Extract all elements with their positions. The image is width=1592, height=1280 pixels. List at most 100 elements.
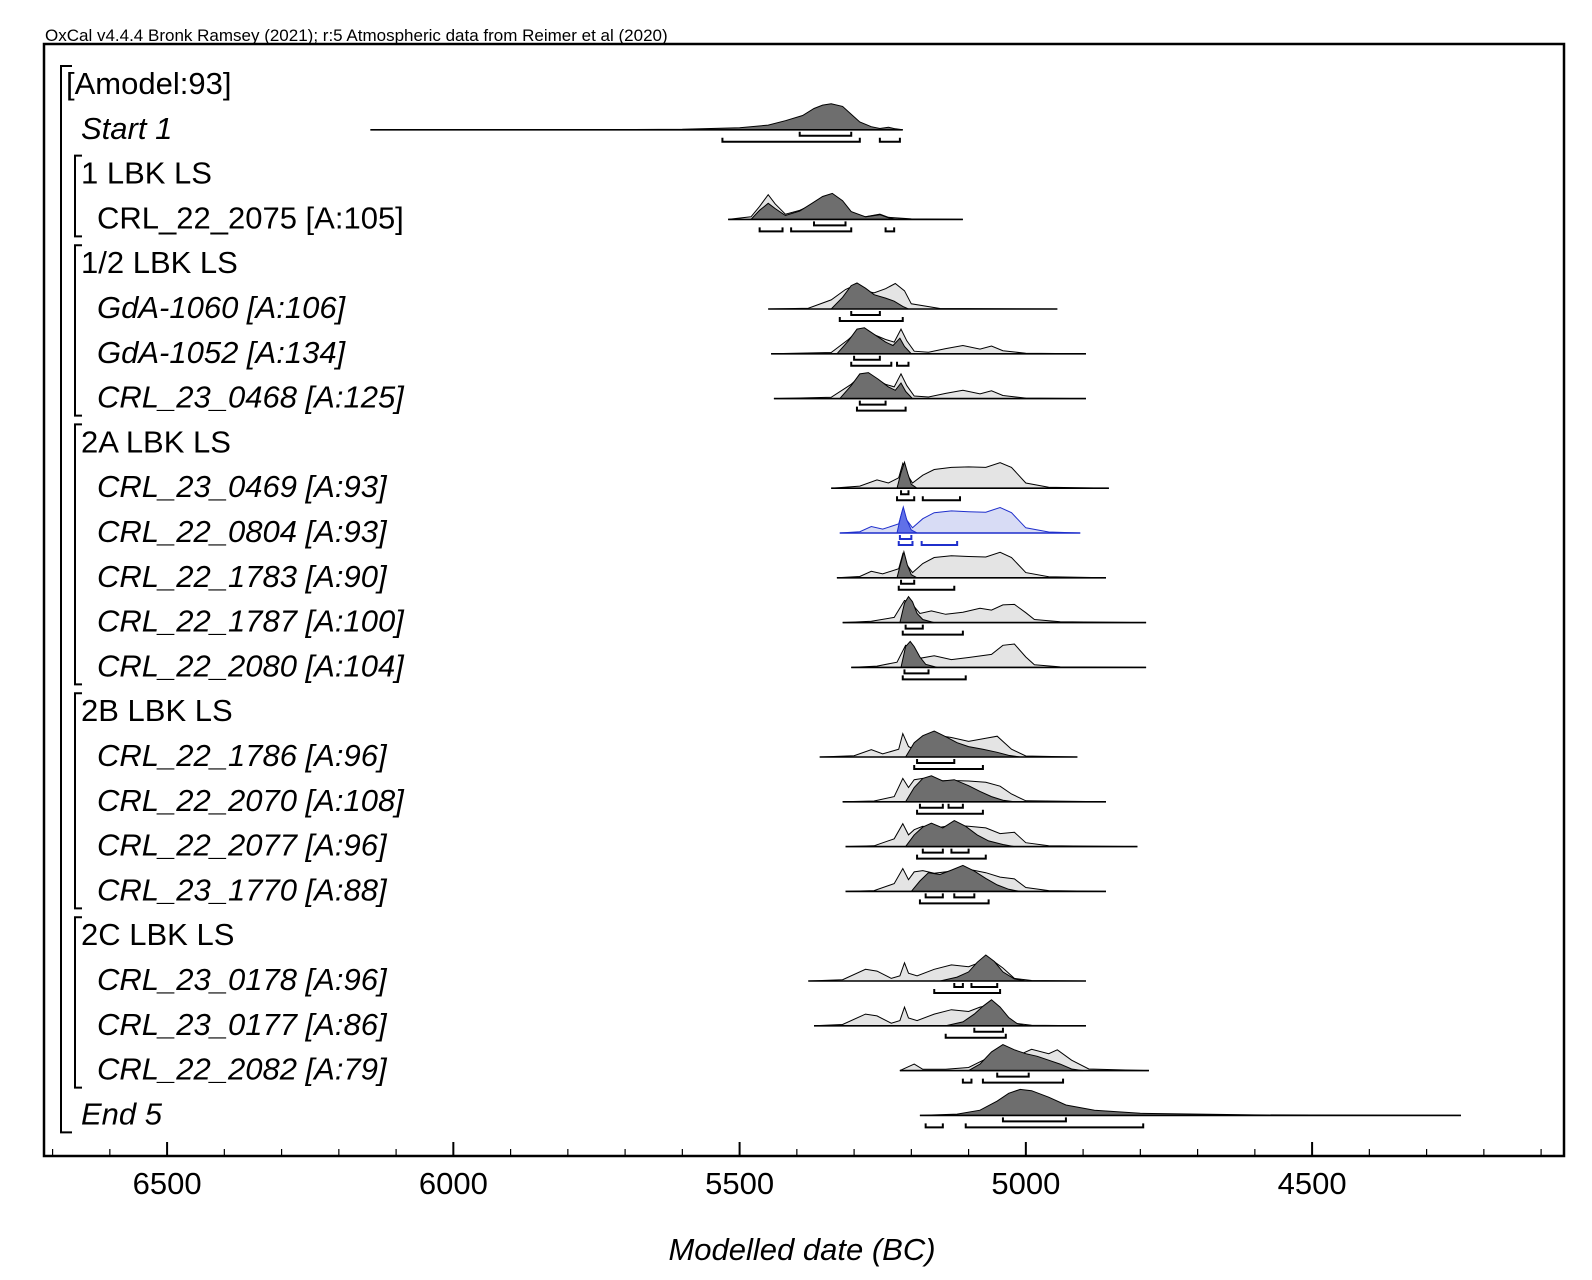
prior-distribution	[813, 1003, 1087, 1027]
hpd-68-0	[858, 400, 887, 406]
hpd-95-0	[838, 317, 904, 322]
distribution-row	[851, 640, 1147, 681]
posterior-distribution	[830, 282, 909, 310]
row-label: CRL_22_2077 [A:96]	[97, 828, 388, 863]
hpd-68-0	[996, 1072, 1030, 1078]
posterior-distribution	[919, 1088, 1461, 1116]
hpd-68-0	[813, 221, 847, 227]
distribution-row	[839, 505, 1081, 546]
hpd-68-1	[950, 848, 970, 854]
row-label: GdA-1052 [A:134]	[97, 335, 347, 370]
posterior-distribution	[904, 820, 1015, 848]
hpd-68-0	[916, 759, 956, 764]
hpd-68-0	[900, 579, 916, 585]
hpd-95-0	[758, 227, 784, 233]
hpd-68-0	[921, 848, 944, 854]
tick-label: 5000	[991, 1166, 1060, 1201]
model-bracket	[60, 65, 72, 1134]
hpd-95-1	[921, 496, 962, 502]
row-labels: [Amodel:93] Start 1 1 LBK LS CRL_22_2075 [A…	[66, 66, 405, 1131]
tick-label: 4500	[1278, 1166, 1347, 1201]
tick-label: 5500	[705, 1166, 774, 1201]
distribution-row	[845, 864, 1107, 905]
prior-distribution	[773, 372, 1087, 400]
tick-label: 6500	[133, 1166, 202, 1201]
distribution-row	[771, 327, 1087, 367]
phase-bracket	[74, 154, 82, 238]
row-label: CRL_23_0178 [A:96]	[97, 962, 388, 997]
phase-bracket	[74, 423, 82, 686]
hpd-95-1	[896, 361, 910, 367]
phase-bracket	[74, 916, 82, 1089]
hpd-68-0	[924, 893, 944, 899]
distribution-row	[808, 954, 1087, 994]
hpd-68-0	[918, 803, 944, 809]
hpd-95-0	[897, 541, 914, 546]
hpd-95-1	[964, 1123, 1145, 1129]
hpd-68-0	[903, 669, 930, 675]
row-label: CRL_23_1770 [A:88]	[97, 872, 388, 907]
hpd-95-0	[897, 585, 956, 591]
hpd-95-0	[896, 496, 916, 502]
prior-distribution	[842, 599, 1147, 624]
distribution-row	[919, 1088, 1461, 1129]
posterior-distribution	[904, 775, 1015, 803]
prior-distribution	[836, 551, 1107, 579]
row-label: 2C LBK LS	[81, 917, 234, 952]
row-label: Start 1	[81, 111, 172, 146]
hpd-68-1	[953, 893, 976, 899]
hpd-68-0	[798, 131, 853, 137]
distribution-row	[899, 1044, 1149, 1084]
hpd-95-1	[878, 137, 901, 143]
hpd-95-0	[961, 1078, 973, 1084]
posterior-distribution	[396, 103, 903, 131]
row-label: CRL_23_0469 [A:93]	[97, 469, 388, 504]
row-label: CRL_22_2075 [A:105]	[97, 200, 404, 235]
hpd-68-0	[853, 355, 881, 361]
hpd-95-0	[901, 675, 967, 681]
hpd-95-0	[913, 765, 984, 770]
distribution-row	[768, 282, 1058, 322]
hpd-95-0	[944, 1033, 1007, 1039]
distribution-row	[370, 103, 903, 143]
row-label: CRL_22_2082 [A:79]	[97, 1052, 388, 1087]
prior-distribution	[851, 643, 1147, 668]
row-label: 2B LBK LS	[81, 693, 233, 728]
row-label: 1/2 LBK LS	[81, 245, 238, 280]
posterior-distribution	[835, 327, 913, 355]
hpd-95-0	[916, 854, 987, 860]
hpd-68-0	[898, 535, 913, 540]
x-axis-title: Modelled date (BC)	[668, 1232, 935, 1267]
hpd-68-0	[973, 1027, 1004, 1033]
header-text: OxCal v4.4.4 Bronk Ramsey (2021); r:5 At…	[45, 26, 668, 45]
row-label: 2A LBK LS	[81, 424, 231, 459]
phase-brackets	[60, 65, 82, 1134]
row-label: GdA-1060 [A:106]	[97, 290, 347, 325]
distribution-row	[842, 595, 1147, 636]
prior-distribution	[831, 461, 1109, 489]
hpd-95-1	[981, 1078, 1065, 1084]
row-label: CRL_23_0177 [A:86]	[97, 1007, 388, 1042]
phase-bracket	[74, 244, 82, 417]
distribution-row	[845, 820, 1138, 860]
row-label: CRL_22_1786 [A:96]	[97, 738, 388, 773]
hpd-95-0	[850, 361, 893, 367]
row-label: CRL_22_1787 [A:100]	[97, 604, 405, 639]
tick-label: 6000	[419, 1166, 488, 1201]
hpd-95-1	[920, 541, 959, 546]
prior-distribution	[839, 506, 1081, 534]
hpd-95-0	[924, 1123, 944, 1129]
posterior-distribution	[939, 954, 1026, 982]
distribution-row	[836, 549, 1107, 591]
row-label: CRL_22_0804 [A:93]	[97, 514, 388, 549]
hpd-68-1	[947, 803, 964, 809]
prior-distribution	[768, 282, 1058, 310]
prior-distribution	[771, 327, 1087, 355]
hpd-68-1	[970, 983, 999, 988]
hpd-95-1	[790, 227, 853, 233]
distribution-row	[813, 999, 1087, 1039]
hpd-95-0	[918, 899, 990, 905]
posterior-distribution	[749, 192, 898, 220]
hpd-95-0	[901, 630, 964, 636]
